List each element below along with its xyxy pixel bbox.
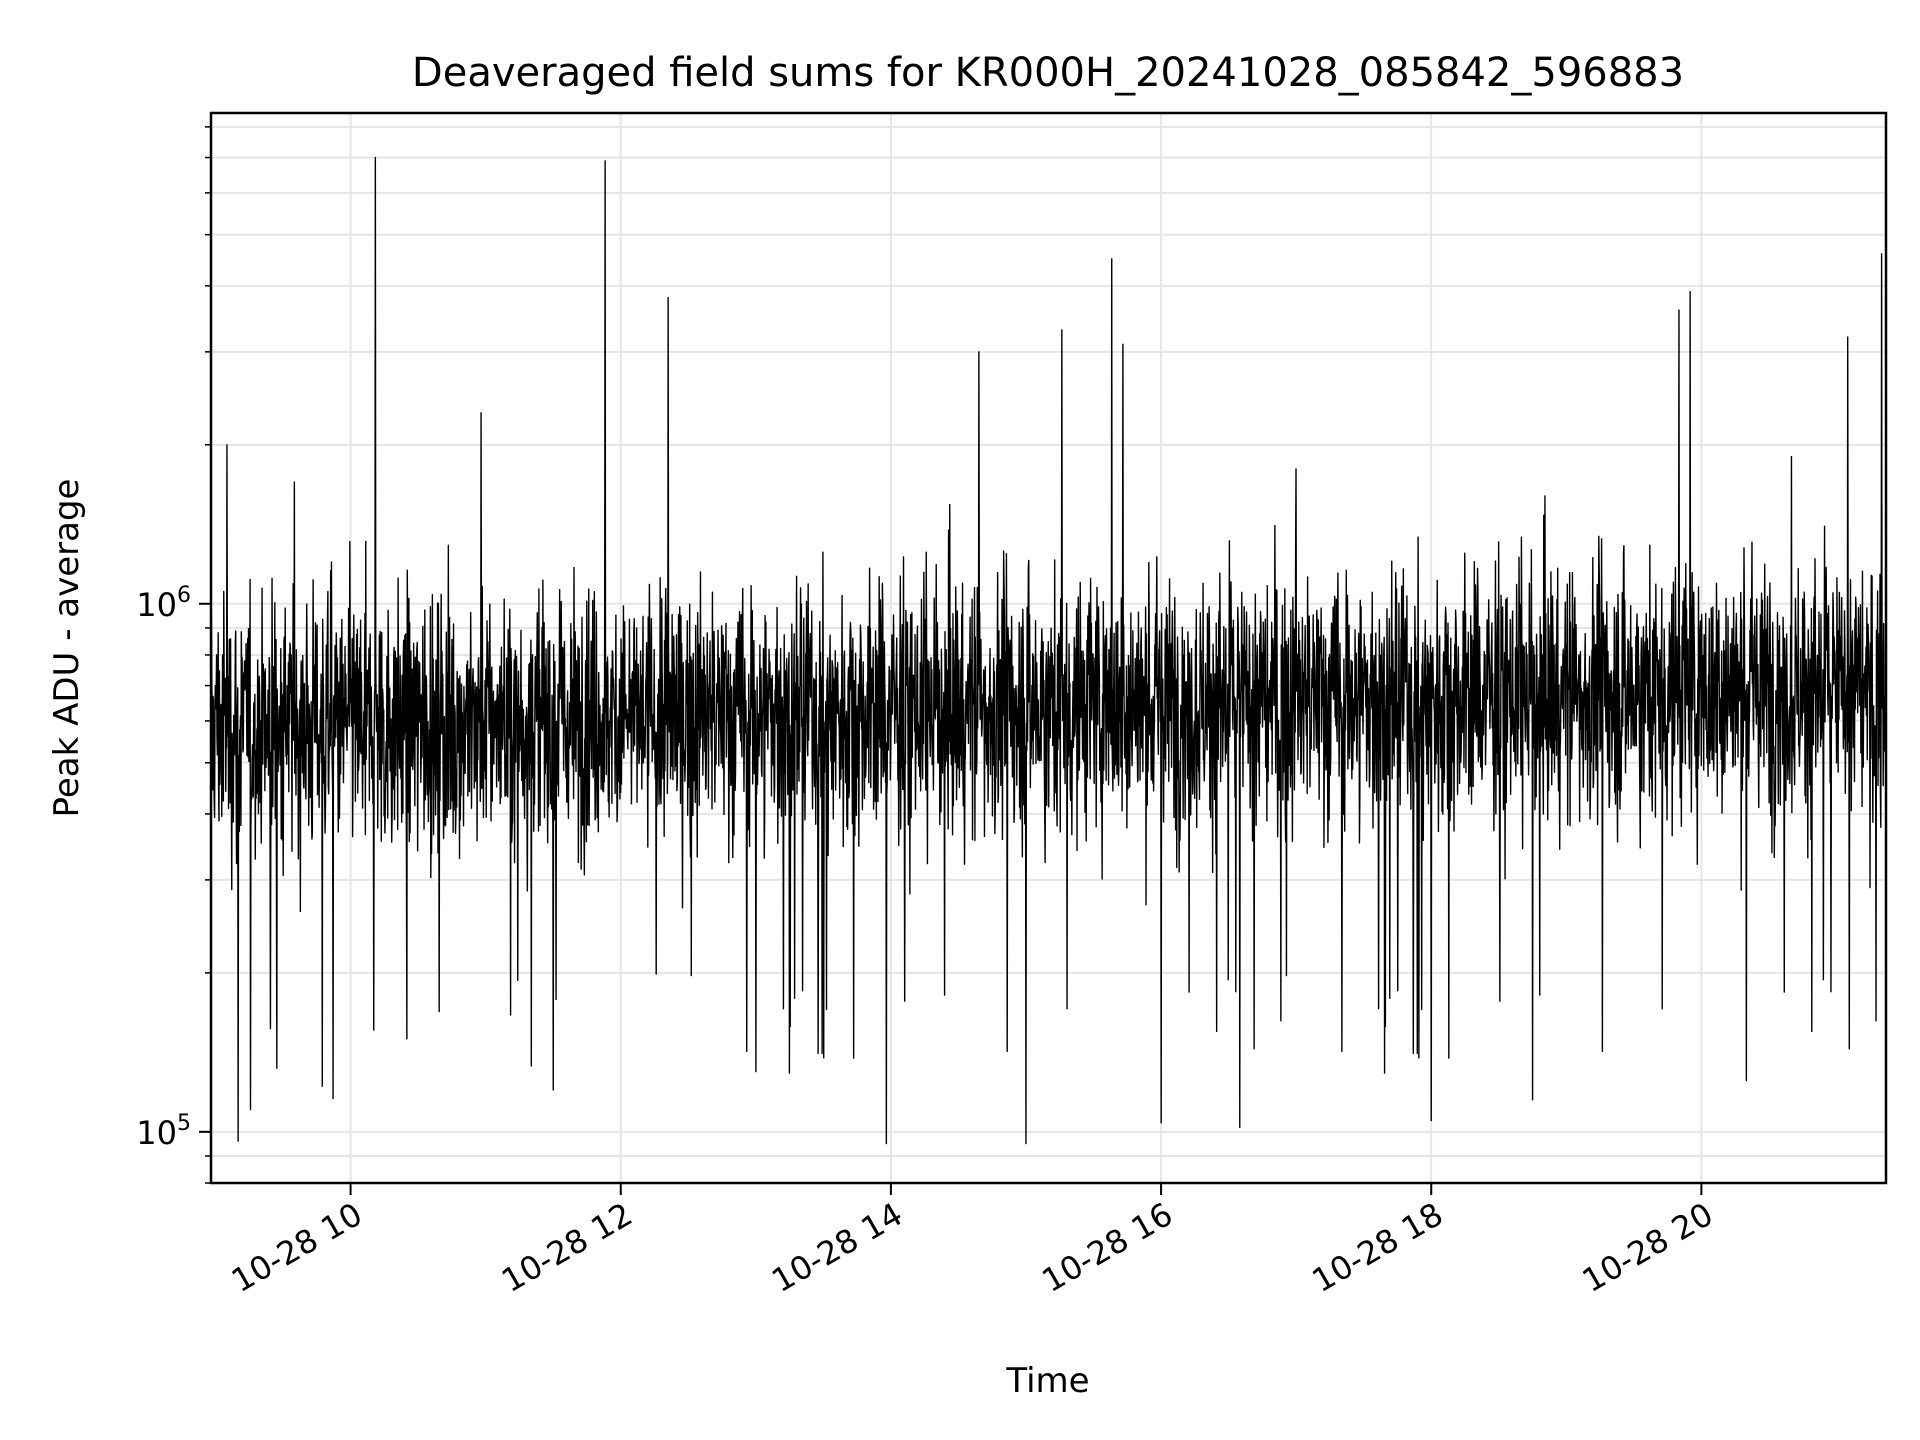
x-tick-label: 10-28 18 bbox=[1306, 1195, 1450, 1300]
chart-title: Deaveraged field sums for KR000H_2024102… bbox=[412, 50, 1684, 96]
plot-frame bbox=[209, 111, 1888, 1185]
y-tick-label: 106 bbox=[136, 583, 191, 624]
x-tick-label: 10-28 10 bbox=[225, 1195, 369, 1300]
series-layer bbox=[211, 156, 1886, 1145]
x-tick-label: 10-28 20 bbox=[1576, 1195, 1720, 1300]
y-tick-label: 105 bbox=[136, 1111, 191, 1152]
x-axis-label: Time bbox=[1005, 1361, 1089, 1401]
x-tick-label: 10-28 14 bbox=[765, 1195, 909, 1300]
x-tick-label: 10-28 12 bbox=[495, 1195, 639, 1300]
y-axis-label: Peak ADU - average bbox=[47, 479, 87, 818]
x-tick-label: 10-28 16 bbox=[1035, 1195, 1179, 1300]
series-line bbox=[211, 156, 1886, 1145]
